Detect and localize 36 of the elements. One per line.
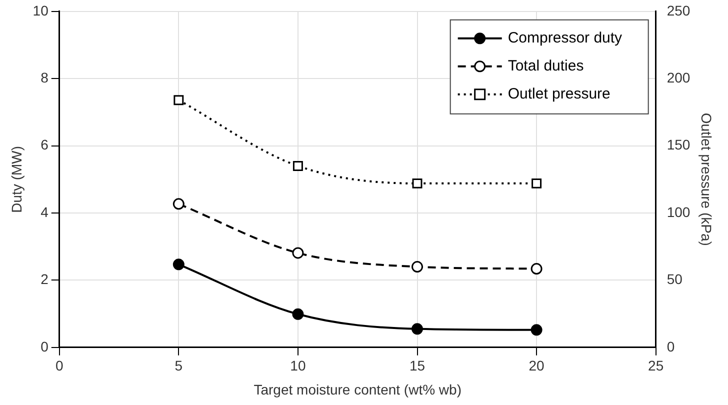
point xyxy=(292,308,304,320)
point xyxy=(174,95,184,106)
point xyxy=(172,258,184,270)
x-tick-label: 10 xyxy=(290,358,306,374)
legend-label: Outlet pressure xyxy=(508,86,610,103)
point xyxy=(292,160,303,171)
x-axis-title: Target moisture content (wt% wb) xyxy=(254,381,462,398)
legend-label: Total duties xyxy=(508,58,584,75)
point xyxy=(412,323,424,335)
y2-tick-label: 50 xyxy=(666,271,683,288)
point xyxy=(172,198,184,210)
y-tick-label: 8 xyxy=(40,69,49,86)
legend-label: Compressor duty xyxy=(508,30,623,47)
point xyxy=(292,247,304,259)
x-tick-label: 25 xyxy=(648,358,664,374)
y-axis-title: Duty (MW) xyxy=(8,146,24,213)
y-tick-label: 6 xyxy=(40,136,49,153)
x-tick-label: 0 xyxy=(55,358,64,374)
y2-tick-label: 250 xyxy=(666,2,690,18)
y-tick-label: 0 xyxy=(40,338,49,354)
y-tick-label: 10 xyxy=(32,2,49,18)
point xyxy=(532,178,542,188)
point xyxy=(530,263,542,275)
y2-tick-label: 150 xyxy=(666,136,690,153)
y-tick-label: 4 xyxy=(40,204,49,220)
y2-tick-label: 0 xyxy=(666,338,675,354)
x-tick-label: 15 xyxy=(409,358,426,374)
y-tick-label: 2 xyxy=(40,271,49,288)
x-tick-label: 5 xyxy=(174,358,183,374)
point xyxy=(530,324,542,336)
point xyxy=(412,261,424,273)
y2-tick-label: 100 xyxy=(666,204,690,220)
x-tick-label: 20 xyxy=(528,358,545,374)
point xyxy=(412,178,422,188)
y2-axis-title: Outlet pressure (kPa) xyxy=(698,112,715,246)
y2-tick-label: 200 xyxy=(666,69,690,86)
